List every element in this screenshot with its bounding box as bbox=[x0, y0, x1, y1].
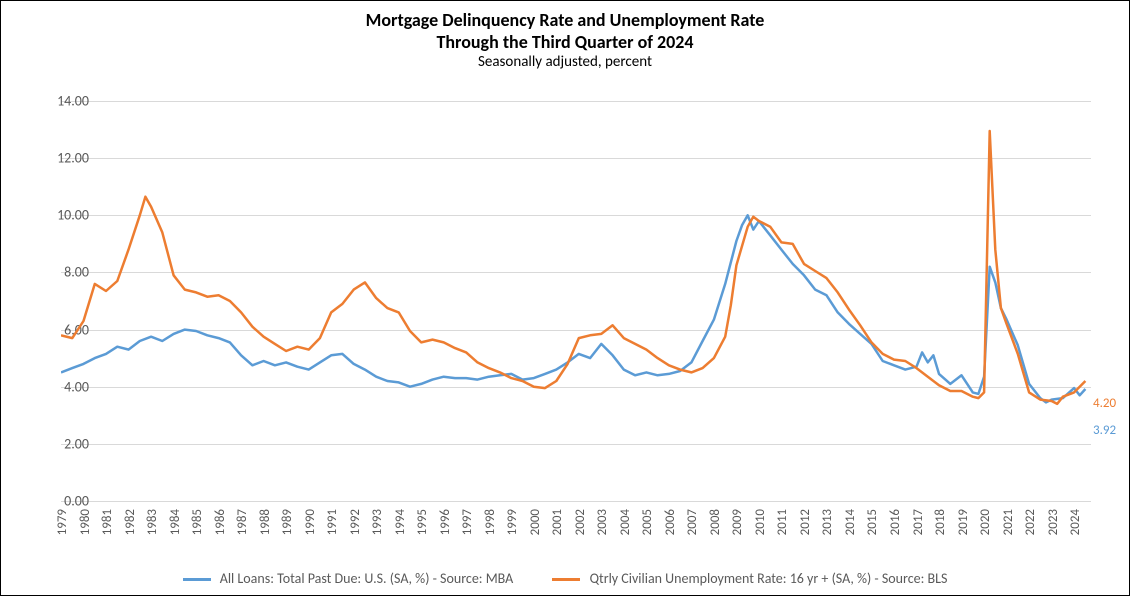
series-end-label-delinquency: 3.92 bbox=[1093, 423, 1116, 438]
legend-swatch-delinquency bbox=[183, 578, 211, 581]
legend-label-delinquency: All Loans: Total Past Due: U.S. (SA, %) … bbox=[220, 570, 514, 587]
x-tick-label: 1982 bbox=[123, 509, 138, 535]
x-tick-label: 1987 bbox=[235, 509, 250, 535]
title-line-1: Mortgage Delinquency Rate and Unemployme… bbox=[1, 9, 1129, 31]
chart-container: Mortgage Delinquency Rate and Unemployme… bbox=[0, 0, 1130, 596]
x-tick-label: 2021 bbox=[1001, 509, 1016, 535]
x-tick-label: 2005 bbox=[640, 509, 655, 535]
x-tick-label: 2019 bbox=[956, 509, 971, 535]
gridline bbox=[61, 501, 1091, 502]
x-tick-label: 2010 bbox=[753, 509, 768, 535]
x-tick-label: 1995 bbox=[415, 509, 430, 535]
x-tick-label: 2013 bbox=[820, 509, 835, 535]
x-tick-label: 2006 bbox=[663, 509, 678, 535]
legend-item-delinquency: All Loans: Total Past Due: U.S. (SA, %) … bbox=[183, 570, 514, 587]
x-tick-label: 1985 bbox=[190, 509, 205, 535]
x-tick-label: 1979 bbox=[55, 509, 70, 535]
x-tick-label: 2007 bbox=[685, 509, 700, 535]
x-tick-label: 1981 bbox=[100, 509, 115, 535]
subtitle: Seasonally adjusted, percent bbox=[1, 53, 1129, 71]
x-tick-label: 2011 bbox=[775, 509, 790, 535]
x-tick-label: 1998 bbox=[483, 509, 498, 535]
x-tick-label: 1990 bbox=[303, 509, 318, 535]
series-end-label-unemployment: 4.20 bbox=[1093, 396, 1116, 411]
x-tick-label: 2014 bbox=[843, 509, 858, 535]
legend-label-unemployment: Qtrly Civilian Unemployment Rate: 16 yr … bbox=[590, 570, 948, 587]
x-tick-label: 2016 bbox=[888, 509, 903, 535]
title-line-2: Through the Third Quarter of 2024 bbox=[1, 31, 1129, 53]
x-tick-label: 2000 bbox=[528, 509, 543, 535]
x-tick-label: 1983 bbox=[145, 509, 160, 535]
x-tick-label: 1994 bbox=[393, 509, 408, 535]
x-tick-label: 1993 bbox=[370, 509, 385, 535]
x-tick-label: 2008 bbox=[708, 509, 723, 535]
legend: All Loans: Total Past Due: U.S. (SA, %) … bbox=[1, 570, 1129, 587]
x-tick-label: 1992 bbox=[348, 509, 363, 535]
x-tick-label: 1984 bbox=[168, 509, 183, 535]
x-tick-label: 2004 bbox=[618, 509, 633, 535]
x-tick-label: 1996 bbox=[438, 509, 453, 535]
x-tick-label: 2024 bbox=[1068, 509, 1083, 535]
x-tick-label: 2012 bbox=[798, 509, 813, 535]
line-delinquency bbox=[61, 215, 1085, 402]
x-tick-label: 2015 bbox=[865, 509, 880, 535]
legend-item-unemployment: Qtrly Civilian Unemployment Rate: 16 yr … bbox=[552, 570, 947, 587]
x-tick-label: 1980 bbox=[78, 509, 93, 535]
x-tick-label: 2022 bbox=[1023, 509, 1038, 535]
x-tick-label: 2018 bbox=[933, 509, 948, 535]
x-tick-label: 2002 bbox=[573, 509, 588, 535]
legend-swatch-unemployment bbox=[552, 578, 580, 581]
chart-titles: Mortgage Delinquency Rate and Unemployme… bbox=[1, 1, 1129, 71]
x-tick-label: 1999 bbox=[505, 509, 520, 535]
x-tick-label: 2023 bbox=[1046, 509, 1061, 535]
line-unemployment bbox=[61, 131, 1085, 404]
x-tick-label: 2003 bbox=[595, 509, 610, 535]
plot-area bbox=[61, 101, 1091, 501]
x-tick-label: 2020 bbox=[978, 509, 993, 535]
x-tick-label: 1989 bbox=[280, 509, 295, 535]
x-tick-label: 1997 bbox=[460, 509, 475, 535]
x-tick-label: 2017 bbox=[911, 509, 926, 535]
x-tick-label: 1988 bbox=[258, 509, 273, 535]
x-tick-label: 2001 bbox=[550, 509, 565, 535]
x-tick-label: 1991 bbox=[325, 509, 340, 535]
x-tick-label: 2009 bbox=[730, 509, 745, 535]
x-tick-label: 1986 bbox=[213, 509, 228, 535]
